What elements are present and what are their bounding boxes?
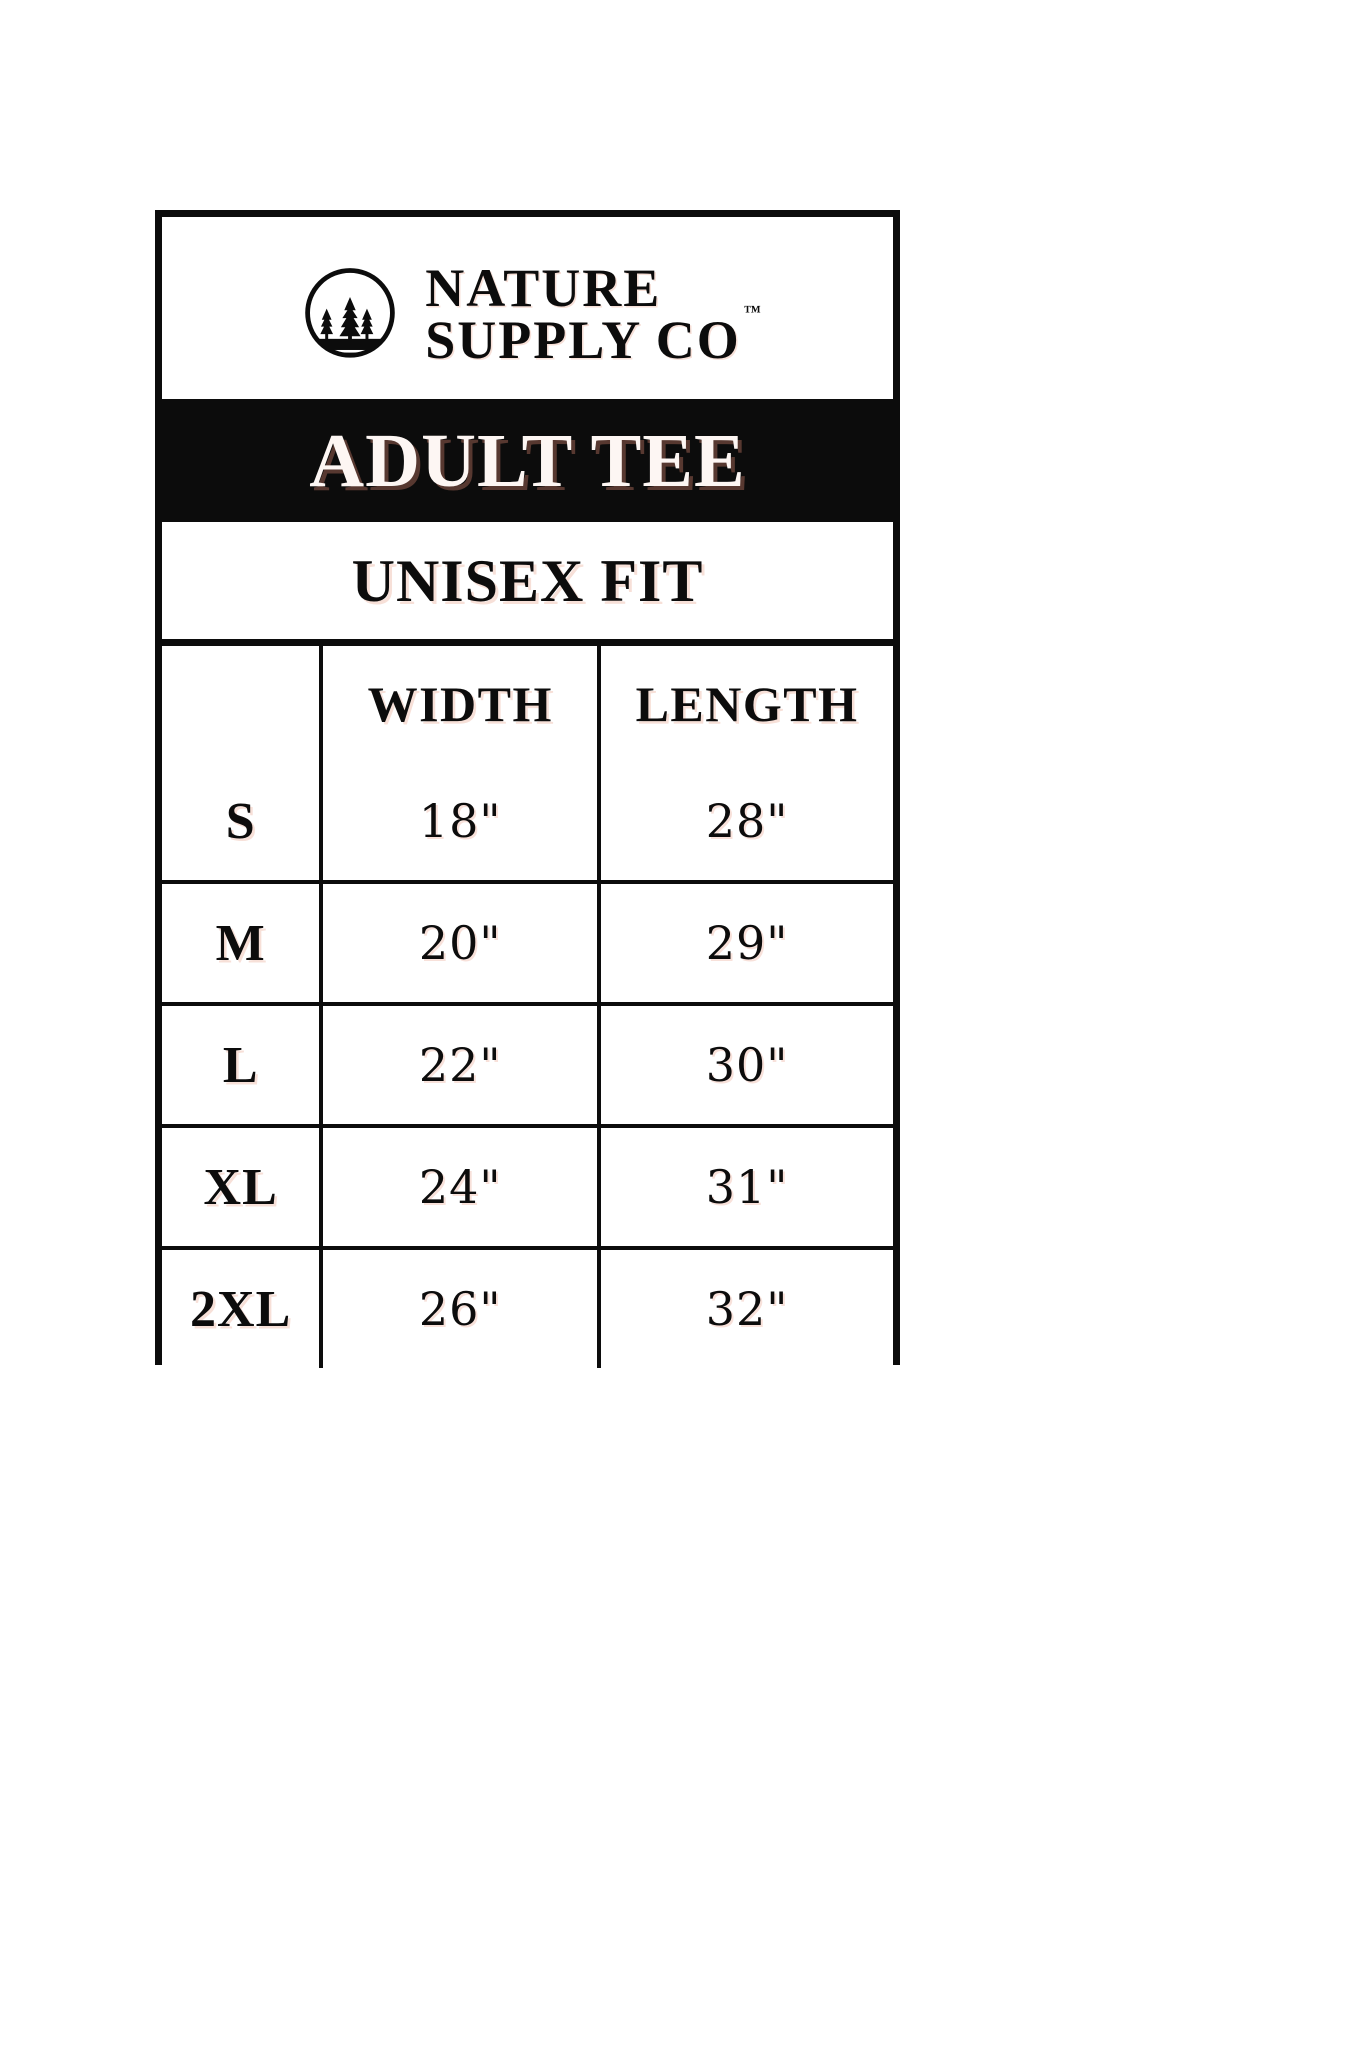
size-label: S bbox=[225, 792, 256, 850]
brand-name-line-1: NATURE bbox=[425, 258, 662, 319]
product-type-label: ADULT TEE bbox=[309, 418, 746, 503]
size-label: M bbox=[215, 914, 266, 972]
column-header-length-label: LENGTH bbox=[635, 676, 859, 732]
width-value: 24" bbox=[418, 1160, 502, 1214]
cell-width: 22" bbox=[319, 1004, 602, 1128]
table-row: M 20" 29" bbox=[162, 882, 893, 1006]
cell-size: 2XL bbox=[162, 1248, 324, 1368]
table-row: 2XL 26" 32" bbox=[162, 1248, 893, 1368]
cell-size: XL bbox=[162, 1126, 324, 1250]
size-label: XL bbox=[203, 1158, 278, 1216]
length-value: 31" bbox=[705, 1160, 789, 1214]
length-value: 28" bbox=[705, 794, 789, 848]
cell-length: 29" bbox=[597, 882, 893, 1006]
length-value: 30" bbox=[705, 1038, 789, 1092]
cell-length: 30" bbox=[597, 1004, 893, 1128]
fit-subtitle-label: UNISEX FIT bbox=[351, 547, 704, 614]
cell-length: 32" bbox=[597, 1248, 893, 1368]
column-header-width-label: WIDTH bbox=[367, 676, 553, 732]
size-measurements-table: WIDTH LENGTH S 18" 28" bbox=[162, 646, 893, 1368]
cell-size: L bbox=[162, 1004, 324, 1128]
cell-width: 26" bbox=[319, 1248, 602, 1368]
size-label: L bbox=[222, 1036, 259, 1094]
length-value: 29" bbox=[705, 916, 789, 970]
table-header-row: WIDTH LENGTH bbox=[162, 646, 893, 762]
size-chart-card: NATURE SUPPLY CO ™ ADULT TEE UNISEX FIT W… bbox=[155, 210, 900, 1368]
cell-width: 24" bbox=[319, 1126, 602, 1250]
table-row: L 22" 30" bbox=[162, 1004, 893, 1128]
brand-name-line-2: SUPPLY CO ™ bbox=[425, 303, 761, 367]
column-header-width: WIDTH bbox=[319, 646, 602, 762]
column-header-length: LENGTH bbox=[597, 646, 893, 762]
width-value: 18" bbox=[418, 794, 502, 848]
width-value: 20" bbox=[418, 916, 502, 970]
cell-width: 20" bbox=[319, 882, 602, 1006]
cell-width: 18" bbox=[319, 762, 602, 884]
brand-wordmark: NATURE SUPPLY CO ™ bbox=[425, 258, 761, 367]
cell-size: M bbox=[162, 882, 324, 1006]
table-row: S 18" 28" bbox=[162, 762, 893, 884]
size-label: 2XL bbox=[190, 1280, 292, 1338]
width-value: 26" bbox=[418, 1282, 502, 1336]
cell-length: 31" bbox=[597, 1126, 893, 1250]
table-row: XL 24" 31" bbox=[162, 1126, 893, 1250]
trademark-symbol: ™ bbox=[743, 302, 761, 321]
brand-header: NATURE SUPPLY CO ™ bbox=[162, 217, 893, 399]
brand-name-line-2-text: SUPPLY CO bbox=[425, 310, 741, 370]
product-type-banner: ADULT TEE bbox=[162, 399, 893, 522]
pine-trees-in-circle-icon bbox=[297, 262, 403, 368]
cell-size: S bbox=[162, 762, 324, 884]
cell-length: 28" bbox=[597, 762, 893, 884]
fit-subtitle-row: UNISEX FIT bbox=[162, 522, 893, 646]
column-header-size bbox=[162, 646, 324, 762]
width-value: 22" bbox=[418, 1038, 502, 1092]
length-value: 32" bbox=[705, 1282, 789, 1336]
